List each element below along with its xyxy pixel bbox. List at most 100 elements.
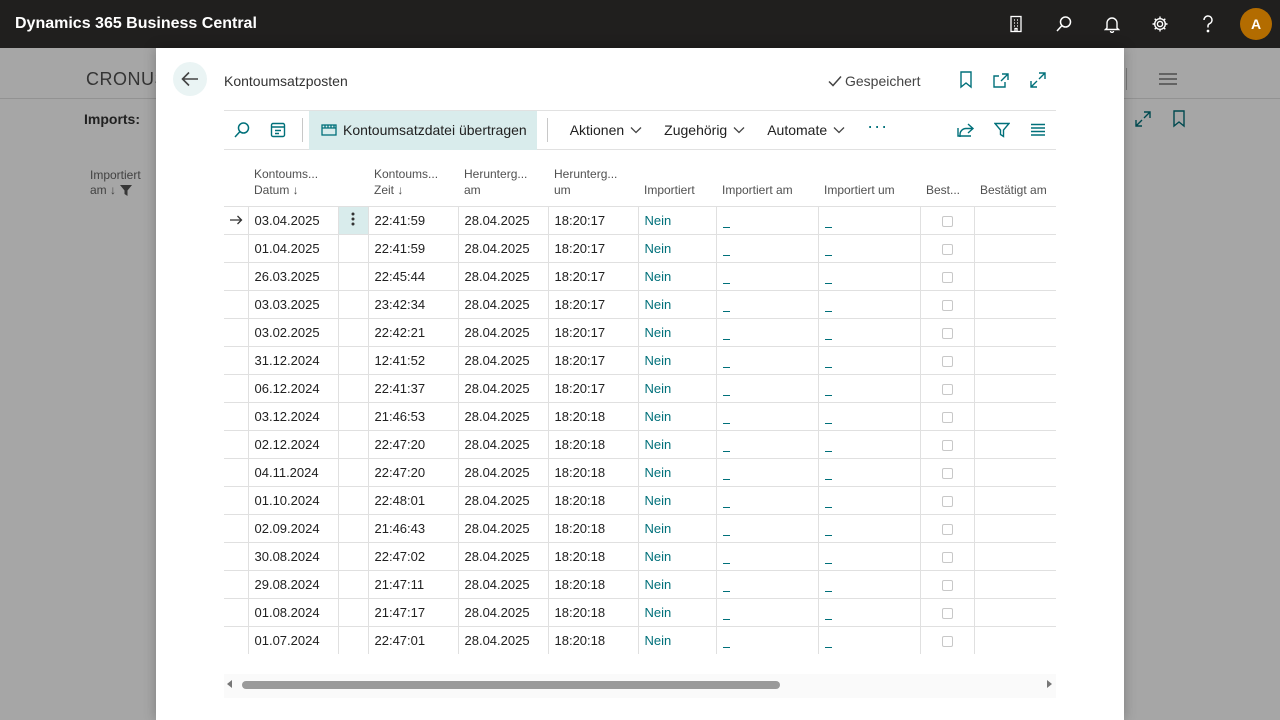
row-indicator[interactable] (224, 513, 248, 542)
cell-confirmed[interactable] (919, 205, 974, 234)
cell-imported[interactable]: Nein (637, 233, 716, 262)
confirmed-checkbox[interactable] (941, 439, 953, 451)
cell-statement-date[interactable]: 26.03.2025 (247, 261, 338, 290)
cell-imported[interactable]: Nein (637, 625, 716, 654)
help-icon[interactable] (1184, 0, 1232, 48)
row-indicator[interactable] (224, 569, 248, 598)
cell-statement-date[interactable]: 30.08.2024 (247, 541, 338, 570)
cell-confirmed-date[interactable] (973, 373, 1056, 402)
row-menu-button[interactable] (337, 429, 368, 458)
cell-downloaded-time[interactable]: 18:20:17 (547, 373, 638, 402)
row-indicator[interactable] (224, 429, 248, 458)
cell-statement-date[interactable]: 03.02.2025 (247, 317, 338, 346)
cell-confirmed[interactable] (919, 289, 974, 318)
cell-statement-time[interactable]: 22:47:01 (367, 625, 458, 654)
table-row[interactable]: 02.09.2024 21:46:43 28.04.2025 18:20:18 Nein (224, 513, 1056, 542)
cell-statement-date[interactable]: 29.08.2024 (247, 569, 338, 598)
header-confirmed-date[interactable]: Bestätigt am (980, 182, 1047, 197)
header-imported-time[interactable]: Importiert um (824, 182, 895, 197)
cell-statement-date[interactable]: 03.12.2024 (247, 401, 338, 430)
cell-confirmed[interactable] (919, 541, 974, 570)
cell-imported[interactable]: Nein (637, 485, 716, 514)
scroll-right-arrow[interactable] (1047, 680, 1052, 688)
cell-statement-time[interactable]: 22:41:37 (367, 373, 458, 402)
cell-downloaded-date[interactable]: 28.04.2025 (457, 457, 548, 486)
row-menu-button[interactable] (337, 345, 368, 374)
confirmed-checkbox[interactable] (941, 579, 953, 591)
table-row[interactable]: 03.04.2025 22:41:59 28.04.2025 18:20:17 Nein (224, 205, 1056, 234)
cell-imported-date[interactable] (715, 345, 818, 374)
cell-confirmed[interactable] (919, 317, 974, 346)
cell-confirmed[interactable] (919, 401, 974, 430)
confirmed-checkbox[interactable] (941, 383, 953, 395)
cell-downloaded-time[interactable]: 18:20:18 (547, 569, 638, 598)
row-indicator[interactable] (224, 485, 248, 514)
cell-imported[interactable]: Nein (637, 513, 716, 542)
cell-imported-time[interactable] (817, 373, 920, 402)
cell-confirmed[interactable] (919, 233, 974, 262)
share-icon[interactable] (948, 111, 984, 149)
cell-statement-date[interactable]: 02.12.2024 (247, 429, 338, 458)
confirmed-checkbox[interactable] (941, 327, 953, 339)
cell-statement-date[interactable]: 01.04.2025 (247, 233, 338, 262)
bell-icon[interactable] (1088, 0, 1136, 48)
filter-icon[interactable] (984, 111, 1020, 149)
cell-statement-time[interactable]: 12:41:52 (367, 345, 458, 374)
cell-imported-time[interactable] (817, 205, 920, 234)
bookmark-icon[interactable] (956, 70, 976, 90)
table-row[interactable]: 29.08.2024 21:47:11 28.04.2025 18:20:18 Nein (224, 569, 1056, 598)
cell-statement-time[interactable]: 23:42:34 (367, 289, 458, 318)
cell-downloaded-time[interactable]: 18:20:17 (547, 317, 638, 346)
confirmed-checkbox[interactable] (941, 551, 953, 563)
cell-downloaded-time[interactable]: 18:20:18 (547, 625, 638, 654)
cell-downloaded-date[interactable]: 28.04.2025 (457, 625, 548, 654)
cell-statement-date[interactable]: 03.04.2025 (247, 205, 338, 234)
cell-imported-date[interactable] (715, 485, 818, 514)
row-menu-button[interactable] (337, 485, 368, 514)
cell-downloaded-date[interactable]: 28.04.2025 (457, 205, 548, 234)
cell-confirmed[interactable] (919, 261, 974, 290)
cell-downloaded-time[interactable]: 18:20:17 (547, 289, 638, 318)
cell-downloaded-time[interactable]: 18:20:18 (547, 401, 638, 430)
cell-imported[interactable]: Nein (637, 205, 716, 234)
cell-imported-date[interactable] (715, 513, 818, 542)
edit-list-icon[interactable] (260, 111, 296, 149)
cell-confirmed-date[interactable] (973, 429, 1056, 458)
cell-downloaded-time[interactable]: 18:20:18 (547, 457, 638, 486)
cell-confirmed-date[interactable] (973, 261, 1056, 290)
cell-imported-time[interactable] (817, 289, 920, 318)
row-menu-button[interactable] (337, 597, 368, 626)
header-statement-date[interactable]: Kontoums... Datum ↓ (254, 166, 319, 197)
header-confirmed[interactable]: Best... (926, 182, 961, 197)
cell-downloaded-time[interactable]: 18:20:18 (547, 597, 638, 626)
cell-confirmed[interactable] (919, 429, 974, 458)
confirmed-checkbox[interactable] (941, 243, 953, 255)
cell-imported-time[interactable] (817, 401, 920, 430)
table-row[interactable]: 30.08.2024 22:47:02 28.04.2025 18:20:18 Nein (224, 541, 1056, 570)
cell-imported[interactable]: Nein (637, 261, 716, 290)
cell-imported[interactable]: Nein (637, 317, 716, 346)
cell-downloaded-time[interactable]: 18:20:17 (547, 233, 638, 262)
cell-statement-date[interactable]: 02.09.2024 (247, 513, 338, 542)
cell-downloaded-date[interactable]: 28.04.2025 (457, 513, 548, 542)
confirmed-checkbox[interactable] (941, 523, 953, 535)
row-indicator[interactable] (224, 289, 248, 318)
cell-statement-time[interactable]: 21:46:43 (367, 513, 458, 542)
cell-downloaded-date[interactable]: 28.04.2025 (457, 373, 548, 402)
cell-statement-date[interactable]: 04.11.2024 (247, 457, 338, 486)
cell-confirmed[interactable] (919, 513, 974, 542)
table-row[interactable]: 26.03.2025 22:45:44 28.04.2025 18:20:17 Nein (224, 261, 1056, 290)
cell-statement-time[interactable]: 21:47:11 (367, 569, 458, 598)
cell-imported[interactable]: Nein (637, 289, 716, 318)
cell-imported-time[interactable] (817, 485, 920, 514)
row-menu-button[interactable] (337, 205, 368, 234)
cell-confirmed[interactable] (919, 569, 974, 598)
cell-confirmed-date[interactable] (973, 541, 1056, 570)
cell-imported-time[interactable] (817, 597, 920, 626)
row-menu-button[interactable] (337, 373, 368, 402)
cell-downloaded-time[interactable]: 18:20:18 (547, 485, 638, 514)
table-row[interactable]: 04.11.2024 22:47:20 28.04.2025 18:20:18 Nein (224, 457, 1056, 486)
cell-statement-time[interactable]: 22:47:02 (367, 541, 458, 570)
cell-downloaded-date[interactable]: 28.04.2025 (457, 429, 548, 458)
row-indicator[interactable] (224, 597, 248, 626)
